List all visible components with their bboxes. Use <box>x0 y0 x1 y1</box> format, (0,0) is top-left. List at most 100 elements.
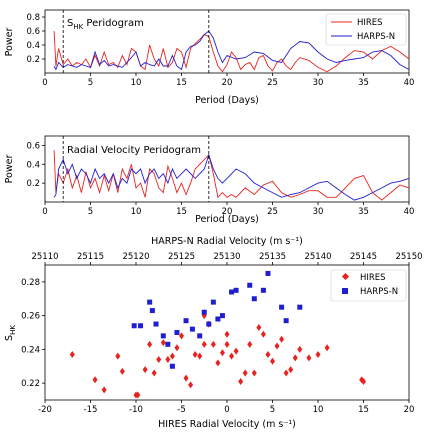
hires-point <box>135 391 141 399</box>
hires-point <box>256 323 262 331</box>
scatter-x2tick-label: 25110 <box>31 252 58 262</box>
scatter-xlabel: HIRES Radial Velocity (m s⁻¹) <box>158 419 296 430</box>
rv-xtick-label: 35 <box>358 207 369 217</box>
scatter-ylabel: SHK <box>4 325 17 341</box>
hires-point <box>183 374 189 382</box>
rv-series-hires-line <box>53 150 409 201</box>
harpsn-point <box>153 321 159 327</box>
harpsn-point <box>189 326 195 332</box>
scatter-ytick-label: 0.24 <box>21 345 40 355</box>
hires-point <box>224 330 230 338</box>
hires-point <box>288 366 294 374</box>
hires-point <box>283 369 289 377</box>
rv-title: Radial Velocity Peridogram <box>67 145 201 156</box>
scatter-x2tick-label: 25120 <box>122 252 149 262</box>
hires-point <box>169 352 175 360</box>
scatter-x2tick-label: 25115 <box>77 252 104 262</box>
scatter-x2tick-label: 25150 <box>395 252 422 262</box>
hires-point <box>242 369 248 377</box>
shk-xtick-label: 5 <box>88 78 93 88</box>
shk-ylabel: Power <box>4 28 15 57</box>
scatter-x2tick-label: 25135 <box>259 252 286 262</box>
rv-xtick-label: 25 <box>267 207 278 217</box>
rv-xlabel: Period (Days) <box>195 214 259 225</box>
shk-xtick-label: 30 <box>313 78 324 88</box>
scatter-xtick-label: -10 <box>129 405 143 415</box>
hires-point <box>251 369 257 377</box>
harpsn-point <box>201 309 207 315</box>
hires-point <box>142 366 148 374</box>
shk-ytick-label: 0.6 <box>26 27 40 37</box>
shk-ytick-label: 0.8 <box>26 13 40 23</box>
rv-xtick-label: 10 <box>131 207 142 217</box>
hires-point <box>156 356 162 363</box>
hires-point <box>274 342 280 350</box>
shk-legend-harpsn: HARPS-N <box>357 32 395 42</box>
hires-point <box>270 357 275 365</box>
hires-point <box>233 347 239 355</box>
harpsn-point <box>247 282 253 288</box>
scatter-xtick-label: 10 <box>313 405 324 415</box>
scatter-ytick-label: 0.22 <box>21 379 40 389</box>
harpsn-point <box>260 287 266 293</box>
harpsn-point <box>210 299 216 305</box>
scatter-plot-area <box>69 270 366 399</box>
hires-point <box>101 386 107 394</box>
scatter-ytick-label: 0.26 <box>21 312 40 322</box>
rv-xtick-label: 30 <box>313 207 324 217</box>
scatter-x2tick-label: 25130 <box>213 252 240 262</box>
hires-point <box>197 352 203 360</box>
hires-point <box>219 349 225 357</box>
rv-xtick-label: 15 <box>176 207 187 217</box>
hires-point <box>174 344 180 352</box>
rv-xtick-label: 40 <box>404 207 415 217</box>
shk-xtick-label: 25 <box>267 78 278 88</box>
harpsn-point <box>219 313 225 319</box>
shk-title: SHK Peridogram <box>67 18 144 31</box>
hires-point <box>115 352 121 360</box>
harpsn-point <box>138 323 144 329</box>
scatter-x2tick-label: 25140 <box>304 252 331 262</box>
harpsn-point <box>279 304 285 310</box>
shk-legend: HIRES HARPS-N <box>325 13 407 46</box>
shk-xlabel: Period (Days) <box>195 95 259 106</box>
hires-point <box>215 359 221 367</box>
harpsn-point <box>147 299 153 305</box>
harpsn-point <box>229 289 235 295</box>
scatter-xtick-label: -15 <box>84 405 98 415</box>
scatter-legend-hires: HIRES <box>360 273 386 283</box>
hires-point <box>315 350 321 358</box>
harpsn-point <box>215 316 221 322</box>
hires-point <box>160 339 166 347</box>
harpsn-point <box>297 304 303 310</box>
harpsn-point <box>131 323 137 329</box>
scatter-x2tick-label: 25145 <box>350 252 377 262</box>
hires-point <box>92 376 98 384</box>
shk-xtick-label: 15 <box>176 78 187 88</box>
scatter-x2tick-label: 25125 <box>168 252 195 262</box>
rv-series-harpsn-line <box>53 153 409 201</box>
rv-xtick-label: 20 <box>222 207 233 217</box>
shk-ytick-label: 0.2 <box>26 55 40 65</box>
scatter-xtick-label: -20 <box>38 405 52 415</box>
hires-point <box>297 345 303 353</box>
harpsn-point <box>197 333 203 339</box>
shk-plot-area <box>53 10 409 73</box>
shk-xtick-label: 35 <box>358 78 369 88</box>
hires-point <box>210 340 216 348</box>
harpsn-point <box>283 318 289 324</box>
scatter-legend-harpsn: HARPS-N <box>360 287 398 297</box>
harpsn-point <box>233 287 239 293</box>
hires-point <box>279 335 285 343</box>
shk-xtick-label: 0 <box>42 78 47 88</box>
harpsn-point <box>183 318 189 324</box>
hires-point <box>147 340 153 348</box>
shk-xtick-label: 40 <box>404 78 415 88</box>
shk-periodogram-panel: SHK Peridogram Power Period (Days) HIRES… <box>4 9 415 106</box>
shk-vs-rv-scatter-panel: HARPS-N Radial Velocity (m s⁻¹) HIRES Ra… <box>4 236 423 430</box>
harpsn-point <box>265 270 271 276</box>
scatter-ytick-label: 0.28 <box>21 278 40 288</box>
rv-ytick-label: 0.2 <box>26 179 40 189</box>
rv-ylabel: Power <box>4 155 15 184</box>
